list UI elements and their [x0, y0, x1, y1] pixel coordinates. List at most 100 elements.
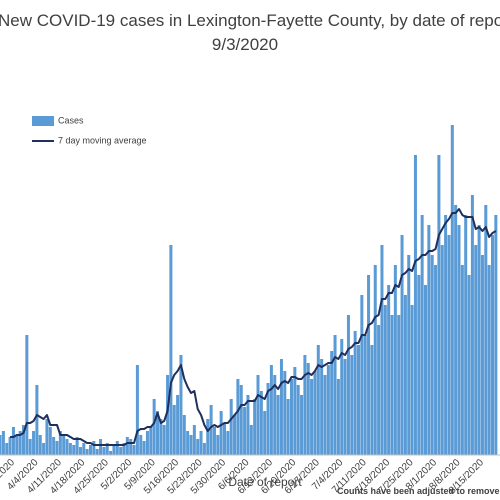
- bar: [216, 435, 220, 455]
- bar: [179, 355, 183, 455]
- bar: [209, 405, 213, 455]
- bar: [336, 379, 340, 455]
- bar: [58, 431, 62, 455]
- bar: [142, 441, 146, 455]
- bar: [45, 419, 49, 455]
- bar: [65, 439, 69, 455]
- bar: [350, 355, 354, 455]
- bar: [5, 443, 9, 455]
- bar: [289, 379, 294, 455]
- bar: [18, 431, 22, 455]
- bar: [256, 375, 260, 455]
- bar: [78, 447, 82, 455]
- bar: [99, 439, 103, 455]
- legend-swatch: [32, 116, 54, 126]
- bar: [460, 265, 464, 455]
- bar: [38, 435, 42, 455]
- bar: [88, 445, 93, 455]
- bar: [132, 445, 136, 455]
- bar: [430, 255, 434, 455]
- bar: [353, 331, 357, 455]
- bar: [32, 431, 36, 455]
- bar: [457, 225, 461, 455]
- chart-subtitle: 9/3/2020: [212, 35, 278, 54]
- bar: [490, 235, 495, 455]
- bar: [470, 195, 474, 455]
- bar: [413, 155, 417, 455]
- bar: [139, 435, 143, 455]
- bar: [447, 235, 451, 455]
- bar: [263, 411, 267, 455]
- bar: [477, 225, 481, 455]
- bar: [229, 399, 233, 455]
- bar: [236, 379, 240, 455]
- bar: [367, 275, 371, 455]
- bar: [296, 385, 300, 455]
- bar: [186, 431, 190, 455]
- bar: [303, 355, 307, 455]
- legend-label: Cases: [58, 115, 84, 125]
- bar: [95, 449, 99, 455]
- bar: [159, 419, 163, 455]
- bar: [320, 359, 324, 455]
- bar: [474, 245, 478, 455]
- bar: [246, 395, 250, 455]
- bar: [283, 371, 287, 455]
- bar: [340, 339, 344, 455]
- bar: [383, 305, 387, 455]
- bar: [72, 445, 76, 455]
- bar: [403, 295, 407, 455]
- bar: [279, 359, 283, 455]
- moving-average-line: [10, 208, 497, 446]
- bar: [269, 365, 273, 455]
- bar: [202, 443, 206, 455]
- bar: [155, 411, 160, 455]
- bar: [42, 443, 46, 455]
- legend-label: 7 day moving average: [58, 135, 147, 145]
- bar: [192, 425, 196, 455]
- bar: [125, 437, 129, 455]
- bar: [326, 365, 330, 455]
- bar: [420, 215, 424, 455]
- bar: [52, 437, 56, 455]
- bar: [219, 411, 223, 455]
- bar: [410, 305, 414, 455]
- bar: [48, 427, 52, 455]
- bar: [494, 215, 498, 455]
- bar: [313, 371, 317, 455]
- bar: [266, 383, 270, 455]
- bar: [346, 315, 350, 455]
- bar: [145, 431, 149, 455]
- bar: [8, 437, 12, 455]
- bar: [330, 351, 334, 455]
- bar: [393, 265, 397, 455]
- bar: [467, 275, 471, 455]
- bar: [92, 441, 96, 455]
- bar: [487, 265, 491, 455]
- bar: [273, 375, 277, 455]
- bar: [68, 443, 72, 455]
- bar: [450, 125, 454, 455]
- bar: [310, 379, 314, 455]
- bar: [259, 391, 263, 455]
- footnote: Counts have been adjusted to remove 6: [337, 486, 500, 496]
- bar: [306, 363, 310, 455]
- bar: [62, 435, 66, 455]
- bar: [85, 449, 89, 455]
- bar: [300, 395, 304, 455]
- bar: [82, 443, 86, 455]
- bar: [249, 425, 253, 455]
- bar: [397, 315, 401, 455]
- bar: [400, 235, 404, 455]
- bar: [407, 255, 411, 455]
- bar: [454, 205, 458, 455]
- bar: [343, 359, 347, 455]
- bar: [129, 439, 133, 455]
- bar: [212, 427, 216, 455]
- bar: [152, 399, 156, 455]
- bar: [166, 375, 170, 455]
- bar: [1, 431, 5, 455]
- bar: [35, 385, 39, 455]
- bar: [21, 425, 26, 455]
